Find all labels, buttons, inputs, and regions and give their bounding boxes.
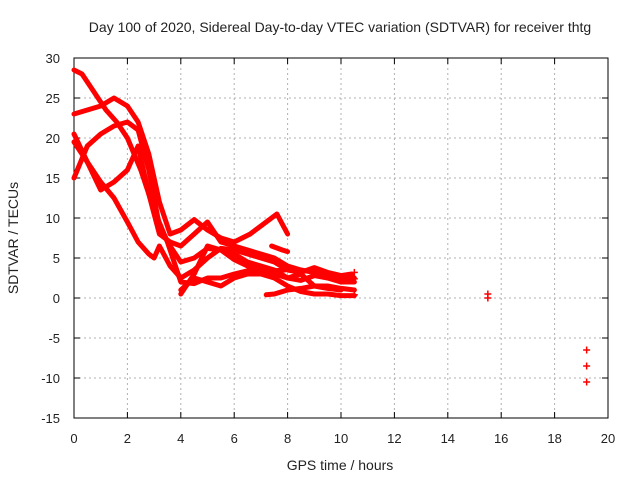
x-tick-label: 0 [70, 431, 77, 446]
y-tick-label: -10 [41, 371, 60, 386]
series-track-7 [178, 271, 357, 299]
x-tick-label: 6 [231, 431, 238, 446]
data-series [71, 67, 357, 299]
data-point [350, 291, 358, 299]
y-tick-label: 0 [53, 291, 60, 306]
y-tick-label: 25 [46, 91, 60, 106]
data-point [350, 275, 358, 283]
y-tick-label: -5 [48, 331, 60, 346]
y-axis-label: SDTVAR / TECUs [5, 182, 21, 294]
data-point [583, 362, 591, 370]
y-tick-label: 5 [53, 251, 60, 266]
grid [74, 58, 608, 418]
x-tick-label: 12 [387, 431, 401, 446]
series-track-2 [71, 95, 291, 245]
series-track-5 [71, 131, 357, 281]
data-point [583, 378, 591, 386]
x-axis-label: GPS time / hours [287, 457, 394, 473]
x-tick-label: 4 [177, 431, 184, 446]
y-tick-label: 30 [46, 51, 60, 66]
x-tick-label: 14 [441, 431, 455, 446]
data-point [350, 268, 358, 276]
x-tick-label: 10 [334, 431, 348, 446]
y-tick-label: 10 [46, 211, 60, 226]
x-tick-label: 20 [601, 431, 615, 446]
isolated-points [350, 268, 591, 386]
y-tick-label: 15 [46, 171, 60, 186]
y-tick-label: -15 [41, 411, 60, 426]
data-point [583, 346, 591, 354]
chart-title: Day 100 of 2020, Sidereal Day-to-day VTE… [89, 19, 591, 35]
x-tick-label: 8 [284, 431, 291, 446]
series-track-9 [269, 243, 291, 255]
axis-ticks: 0 2 4 6 8 10 12 14 16 18 20 -15 -10 -5 0 5 10 15 20 25 30 [41, 51, 615, 446]
data-point [484, 294, 492, 302]
x-tick-label: 16 [494, 431, 508, 446]
series-track-8 [263, 283, 344, 298]
y-tick-label: 20 [46, 131, 60, 146]
x-tick-label: 18 [547, 431, 561, 446]
x-tick-label: 2 [124, 431, 131, 446]
